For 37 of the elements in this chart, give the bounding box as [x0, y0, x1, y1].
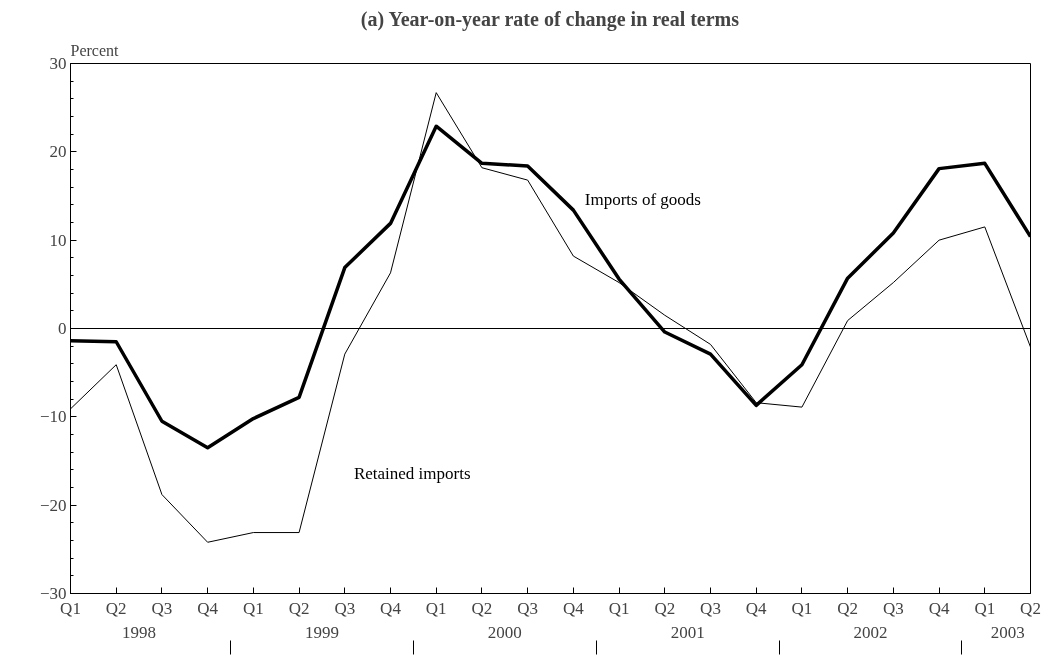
x-tick-label: Q4	[197, 598, 219, 618]
x-tick-label: Q3	[517, 598, 539, 618]
text: 1998	[122, 622, 157, 642]
x-tick-label: Q2	[837, 598, 859, 618]
x-tick-label: Q2	[471, 598, 493, 618]
text: 2001	[670, 622, 705, 642]
y-tick-label: −10	[39, 407, 67, 427]
y-axis-title: Percent	[70, 41, 120, 59]
x-tick-label: Q3	[334, 598, 356, 618]
x-tick-label: Q1	[791, 598, 813, 618]
chart-title: (a) Year-on-year rate of change in real terms	[360, 7, 740, 31]
y-tick-label: −20	[39, 495, 67, 515]
text: 2000	[487, 622, 522, 642]
x-tick-label: Q3	[882, 598, 904, 618]
text: 2003	[990, 622, 1025, 642]
x-tick-label: Q2	[654, 598, 676, 618]
x-tick-label: Q2	[1020, 598, 1041, 618]
x-tick-label: Q2	[288, 598, 310, 618]
x-tick-label: Q1	[608, 598, 630, 618]
x-tick-label: Q1	[974, 598, 996, 618]
x-tick-label: Q1	[242, 598, 264, 618]
x-tick-label: Q4	[745, 598, 768, 618]
y-tick-label: 0	[58, 319, 67, 338]
x-tick-label: Q4	[562, 598, 585, 618]
x-tick-label: Q2	[105, 598, 127, 618]
x-tick-label: Q4	[928, 598, 950, 618]
x-tick-label: Q4	[380, 598, 402, 618]
y-tick-label: 10	[49, 230, 67, 250]
x-tick-label: Q3	[151, 598, 173, 618]
series-label: Imports of goods	[584, 190, 701, 210]
x-tick-label: Q1	[425, 598, 447, 618]
text: 2002	[853, 622, 888, 642]
text: Retained imports	[353, 464, 471, 484]
text: 1999	[304, 622, 339, 642]
y-tick-label: 30	[49, 54, 67, 73]
y-tick-label: 20	[49, 142, 67, 162]
x-tick-label: Q3	[700, 598, 721, 618]
